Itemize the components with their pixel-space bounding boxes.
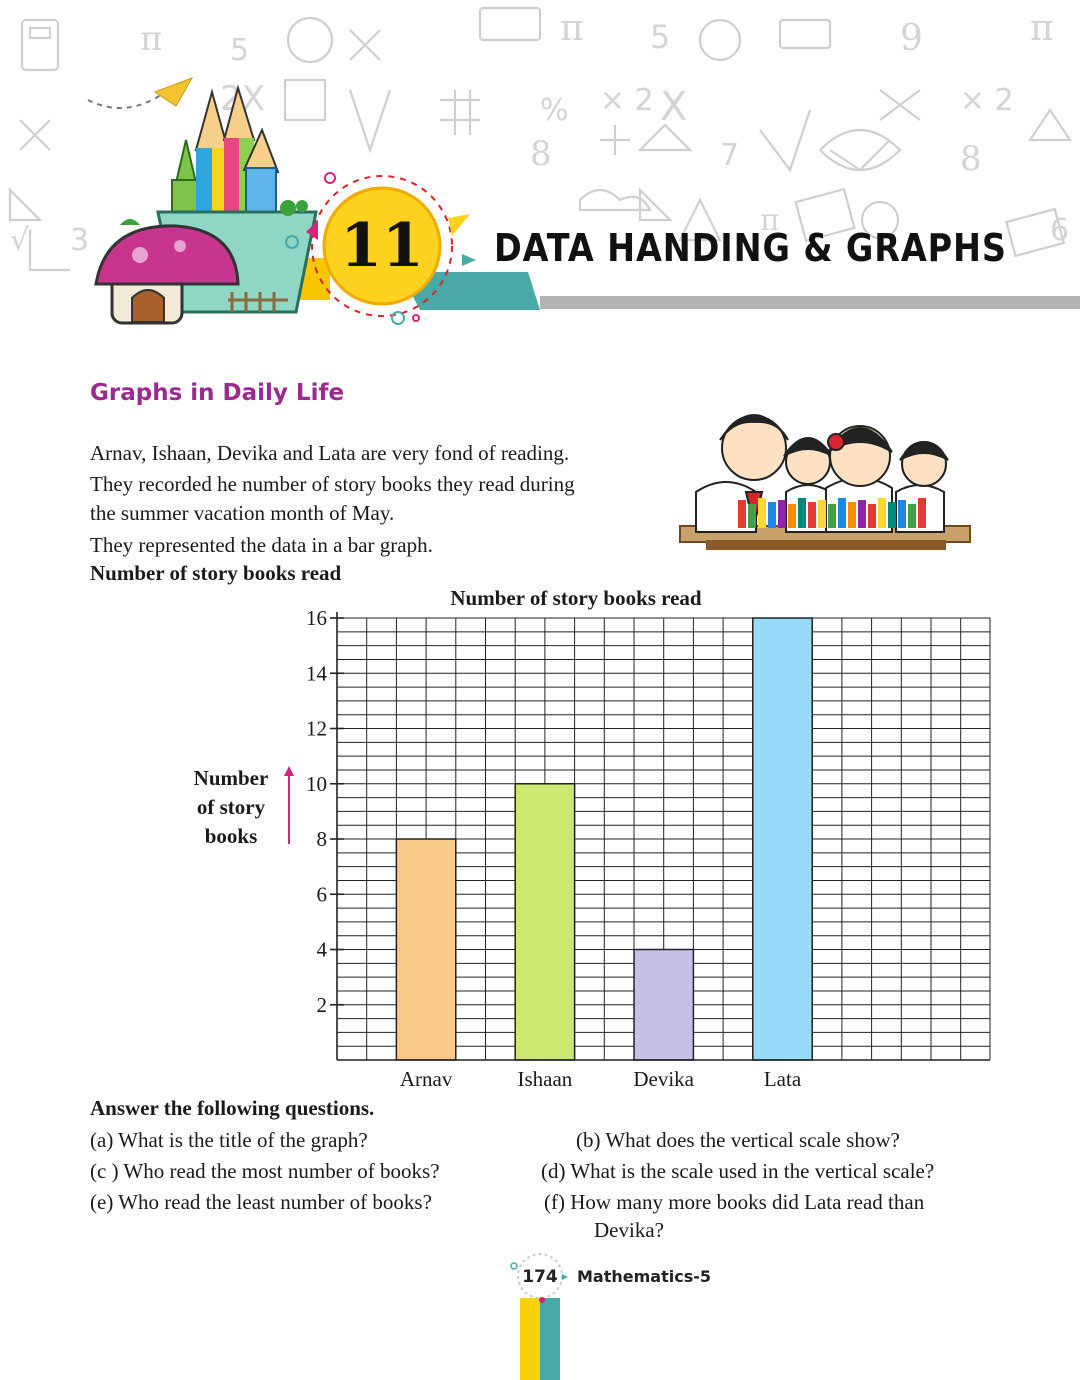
chapter-number-badge <box>285 172 476 325</box>
y-tick-label: 12 <box>306 717 327 741</box>
intro-line: They recorded he number of story books t… <box>90 472 575 496</box>
svg-text:%: % <box>540 93 569 128</box>
y-tick-label: 16 <box>306 606 327 630</box>
chapter-title: DATA HANDING & GRAPHS <box>494 226 1007 270</box>
question-e: (e) Who read the least number of books? <box>90 1190 432 1214</box>
svg-text:8: 8 <box>530 134 552 174</box>
mushroom-house-illustration <box>94 219 288 325</box>
x-tick-label: Ishaan <box>517 1067 572 1091</box>
svg-text:3: 3 <box>70 223 89 258</box>
y-axis-label-line: books <box>204 824 258 848</box>
questions-heading: Answer the following questions. <box>90 1096 375 1120</box>
y-tick-label: 8 <box>317 827 328 851</box>
x-axis-labels: Arnav Ishaan Devika Lata <box>400 1067 802 1091</box>
page-number: 174 <box>522 1267 558 1287</box>
svg-text:× 2: × 2 <box>600 83 654 118</box>
page-footer: 174 Mathematics-5 <box>0 1240 1080 1380</box>
question-f: (f) How many more books did Lata read th… <box>544 1188 990 1244</box>
svg-text:π: π <box>560 8 584 49</box>
bar-lata <box>752 617 813 1061</box>
chapter-header: π 5 9 π π 5 % × 2 X × 2 2X 8 7 8 <box>0 0 1080 340</box>
intro-line: the summer vacation month of May. <box>90 501 395 525</box>
x-tick-label: Arnav <box>400 1067 453 1091</box>
svg-text:5: 5 <box>650 18 670 56</box>
svg-text:7: 7 <box>720 138 739 173</box>
svg-text:× 2: × 2 <box>960 83 1014 118</box>
section-heading: Graphs in Daily Life <box>90 380 345 406</box>
x-tick-label: Devika <box>633 1067 694 1091</box>
intro-line: Arnav, Ishaan, Devika and Lata are very … <box>90 441 570 465</box>
header-doodle-background: π 5 9 π π 5 % × 2 X × 2 2X 8 7 8 <box>8 6 1080 325</box>
question-f-line2: Devika? <box>594 1218 664 1242</box>
y-tick-label: 2 <box>317 993 328 1017</box>
paper-plane-icon <box>87 77 194 109</box>
bar-ishaan <box>514 783 576 1061</box>
y-tick-label: 6 <box>317 882 328 906</box>
header-teal-strip <box>400 272 540 310</box>
children-reading-illustration <box>679 414 971 550</box>
question-f-line1: (f) How many more books did Lata read th… <box>544 1190 925 1214</box>
svg-text:√: √ <box>10 223 30 258</box>
svg-text:π: π <box>140 19 162 59</box>
x-tick-label: Lata <box>764 1067 802 1091</box>
svg-text:5: 5 <box>230 33 249 68</box>
chart-axes <box>336 612 990 1061</box>
question-c: (c ) Who read the most number of books? <box>90 1159 440 1183</box>
math-doodles-decoration: π 5 9 π π 5 % × 2 X × 2 2X 8 7 8 <box>8 6 1073 272</box>
y-axis-label-line: of story <box>196 795 266 819</box>
chart-title: Number of story books read <box>450 586 702 610</box>
question-b: (b) What does the vertical scale show? <box>576 1128 900 1152</box>
svg-text:9: 9 <box>900 18 923 59</box>
y-axis-ticks: 2 4 6 8 10 12 14 16 <box>306 606 344 1017</box>
y-tick-label: 10 <box>306 772 327 796</box>
svg-text:X: X <box>660 84 687 130</box>
y-tick-label: 14 <box>306 661 328 685</box>
header-grey-bar <box>540 296 1080 309</box>
question-a: (a) What is the title of the graph? <box>90 1128 368 1152</box>
bar-chart: Number of story books read 246810121416 … <box>284 586 991 1091</box>
intro-line: They represented the data in a bar graph… <box>90 533 433 557</box>
graph-caption: Number of story books read <box>90 561 342 585</box>
footer-decoration <box>510 1253 568 1380</box>
question-d: (d) What is the scale used in the vertic… <box>541 1159 935 1183</box>
chapter-number: 11 <box>340 211 424 281</box>
y-axis-label-line: Number <box>193 766 269 790</box>
svg-text:8: 8 <box>960 139 982 179</box>
svg-text:6: 6 <box>1050 213 1069 248</box>
bar-arnav <box>395 838 457 1061</box>
book-name: Mathematics-5 <box>577 1267 711 1286</box>
bar-devika <box>633 948 695 1061</box>
svg-text:π: π <box>760 203 780 238</box>
svg-text:π: π <box>1030 8 1054 49</box>
y-axis-arrow-icon <box>284 766 294 844</box>
y-tick-label: 4 <box>317 938 328 962</box>
